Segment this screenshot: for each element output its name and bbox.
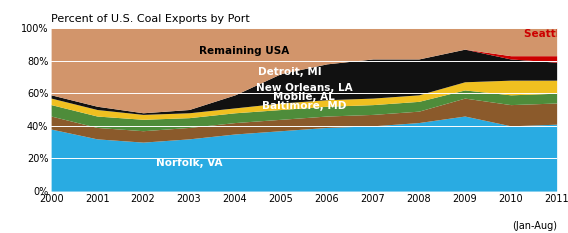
Text: Remaining USA: Remaining USA xyxy=(199,46,289,56)
Text: Norfolk, VA: Norfolk, VA xyxy=(156,158,222,168)
Text: Baltimore, MD: Baltimore, MD xyxy=(262,101,346,111)
Text: Detroit, MI: Detroit, MI xyxy=(258,67,322,77)
Text: Seattle, WA: Seattle, WA xyxy=(524,29,568,39)
Text: Percent of U.S. Coal Exports by Port: Percent of U.S. Coal Exports by Port xyxy=(51,14,250,24)
Text: New Orleans, LA: New Orleans, LA xyxy=(256,83,352,93)
Text: Mobile, AL: Mobile, AL xyxy=(273,92,335,102)
Text: (Jan-Aug): (Jan-Aug) xyxy=(512,221,557,231)
